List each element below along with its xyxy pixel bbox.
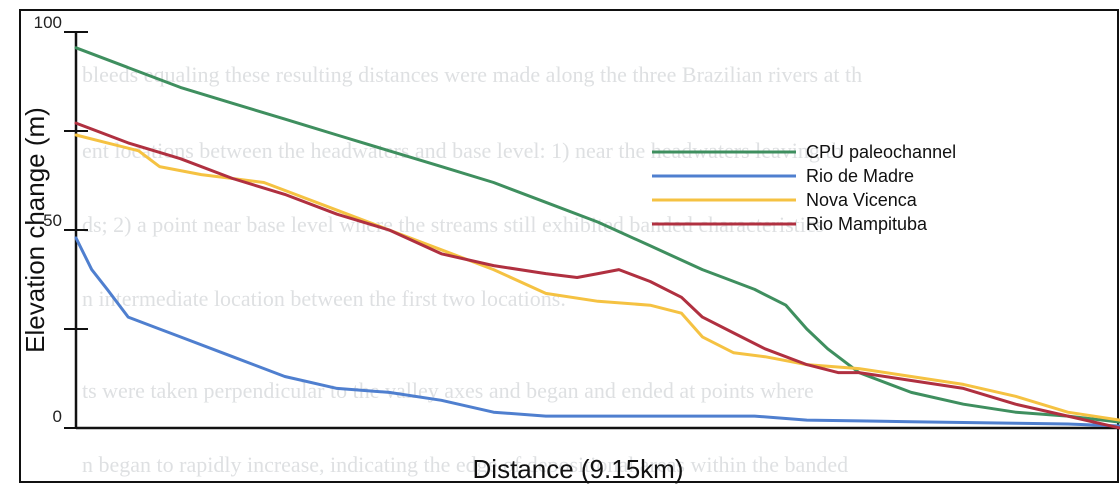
series-line — [74, 46, 1120, 424]
legend-label: Nova Vicenca — [806, 190, 918, 210]
background-text-line: n began to rapidly increase, indicating … — [82, 452, 848, 477]
background-text-line: n intermediate location between the firs… — [82, 286, 566, 311]
y-axis-title: Elevation change (m) — [20, 107, 50, 353]
axes-layer: 0 50 100 — [19, 9, 1120, 483]
y-tick-label: 0 — [53, 407, 62, 426]
figure-border — [19, 9, 1119, 483]
axis-labels: Distance (9.15km) Elevation change (m) — [20, 107, 683, 484]
legend-label: CPU paleochannel — [806, 142, 956, 162]
legend: CPU paleochannel Rio de Madre Nova Vicenca… — [652, 142, 956, 234]
x-axis-title: Distance (9.15km) — [473, 454, 684, 484]
background-text-line: bleeds equaling these resulting distance… — [82, 62, 862, 87]
series-layer — [74, 46, 1120, 430]
series-line — [74, 236, 1120, 428]
legend-label: Rio Mampituba — [806, 214, 928, 234]
y-tick-label: 100 — [34, 13, 62, 32]
y-tick-label: 50 — [43, 211, 62, 230]
series-line — [74, 121, 1120, 430]
background-text-layer: bleeds equaling these resulting distance… — [82, 62, 862, 477]
series-line — [74, 133, 1120, 422]
legend-label: Rio de Madre — [806, 166, 914, 186]
background-text-line: ts were taken perpendicular to the valle… — [82, 378, 814, 403]
